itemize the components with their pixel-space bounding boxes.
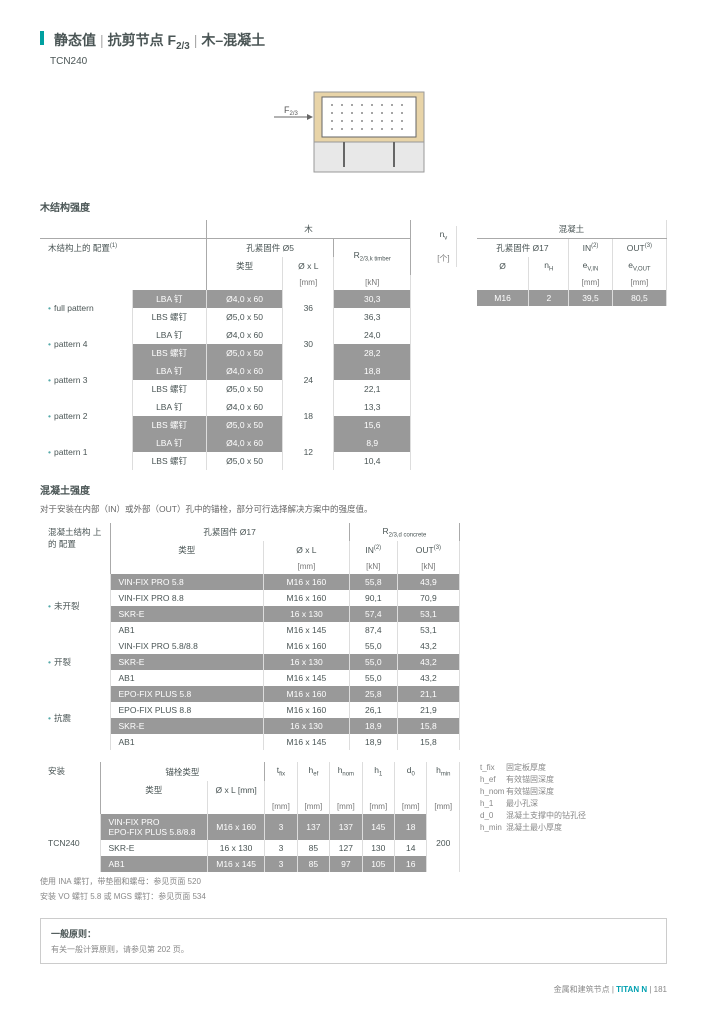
diagram: F2/3 (40, 87, 667, 179)
page-footer: 金属和建筑节点 | TITAN N | 181 (40, 984, 667, 995)
table-concrete: 混凝土结构 上的 配置 孔紧固件 Ø17 R2/3,d concrete 类型 … (40, 523, 460, 751)
section2-note: 对于安装在内部（IN）或外部（OUT）孔中的锚栓，部分可行选择解决方案中的强度值… (40, 503, 667, 515)
page-header: 静态值|抗剪节点 F2/3|木–混凝土 (40, 30, 667, 52)
svg-text:F2/3: F2/3 (284, 105, 299, 117)
section2-title: 混凝土强度 (40, 482, 667, 497)
table-wood-nv: nv [个] (431, 220, 456, 268)
table-wood: 木 木结构上的 配置(1) 孔紧固件 Ø5 R2/3,k timber 类型 Ø… (40, 220, 411, 470)
table-concrete-side: 混凝土 孔紧固件 Ø17 IN(2) OUT(3) Ø nH eV,IN eV,… (477, 220, 667, 307)
foot2: 安装 VO 螺钉 5.8 或 MGS 螺钉：参见页面 534 (40, 891, 667, 902)
table-install: 安装 锚栓类型 tfixhefhnomh1d0hmin 类型 Ø x L [mm… (40, 762, 460, 872)
accent-bar (40, 31, 44, 45)
general-box: 一般原则： 有关一般计算原则，请参见第 202 页。 (40, 918, 667, 964)
section1-title: 木结构强度 (40, 199, 667, 214)
page-title: 静态值|抗剪节点 F2/3|木–混凝土 (54, 30, 265, 52)
legend: t_fix固定板厚度h_ef有效锚固深度h_nom有效锚固深度h_1最小孔深d_… (480, 762, 586, 834)
subtitle: TCN240 (50, 56, 667, 67)
foot1: 使用 INA 螺钉，带垫圈和螺母：参见页面 520 (40, 876, 667, 887)
